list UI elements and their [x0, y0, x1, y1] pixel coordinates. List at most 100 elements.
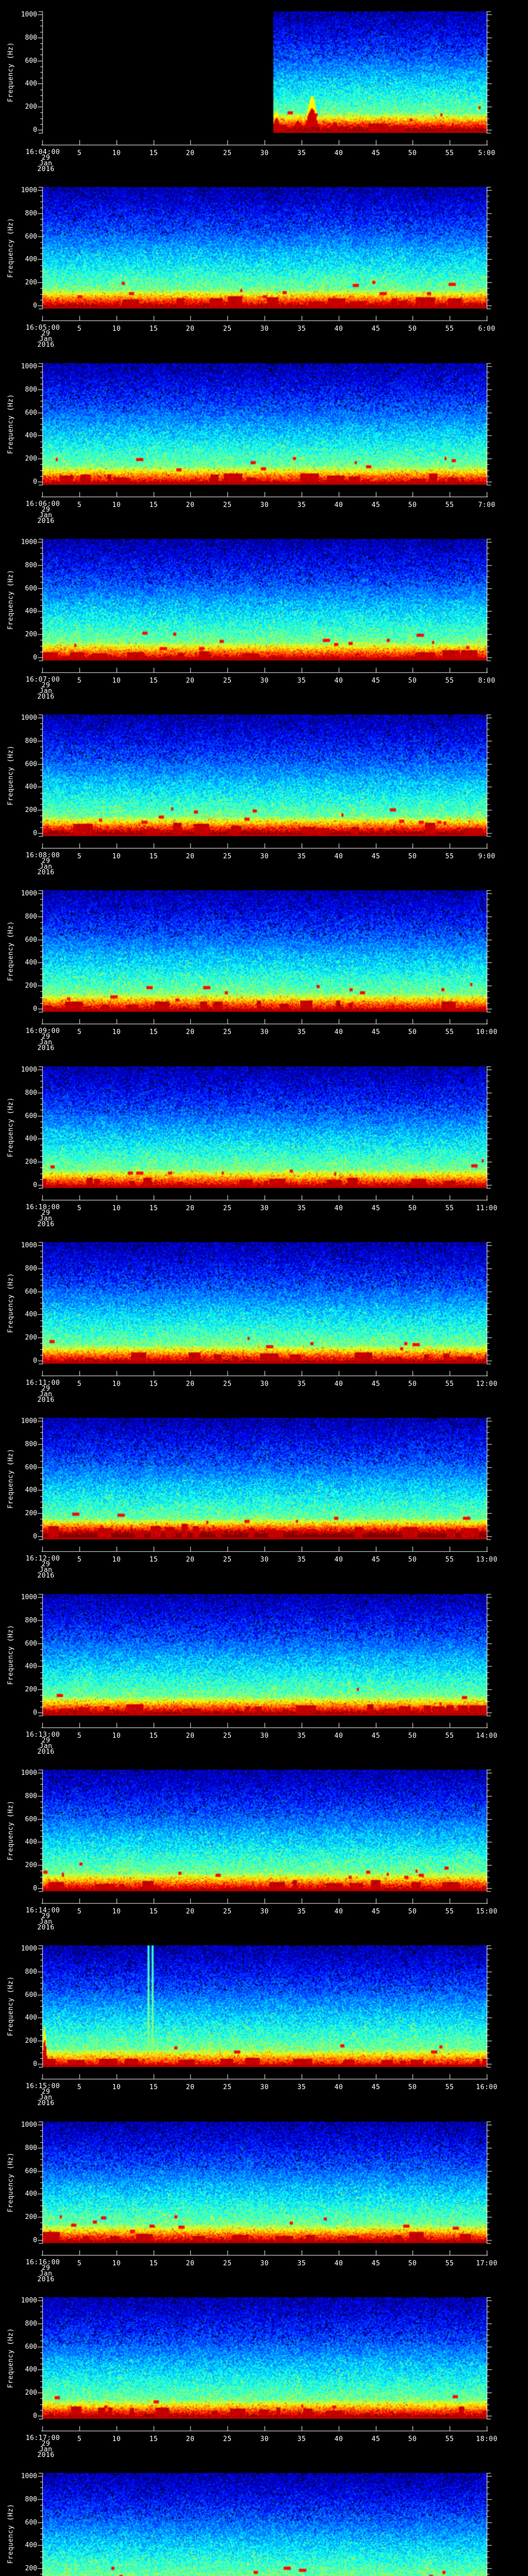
x-tick-label: 5	[77, 1908, 82, 1916]
spectrogram-panel: Frequency (Hz) 16:15:00 29 Jan 2016 16:0…	[0, 1934, 528, 2110]
x-axis-start-label: 16:06:00 29 Jan 2016	[15, 501, 70, 524]
x-tick-label: 25	[223, 325, 232, 333]
y-tick-label: 200	[25, 806, 37, 814]
x-axis-start-label: 16:07:00 29 Jan 2016	[15, 676, 70, 701]
x-tick-label: 35	[297, 2435, 306, 2443]
date-day-label: 29	[41, 506, 51, 514]
x-tick-label: 45	[371, 1556, 381, 1564]
x-tick-label: 10	[112, 853, 121, 860]
spectrogram-panel: Frequency (Hz) 16:12:00 29 Jan 2016 13:0…	[0, 1406, 528, 1582]
x-tick-label: 45	[371, 853, 381, 860]
x-axis-start-label: 16:16:00 29 Jan 2016	[15, 2259, 70, 2283]
date-day-label: 29	[41, 154, 51, 162]
x-tick-label: 25	[223, 1205, 232, 1212]
x-tick-label: 20	[186, 1205, 195, 1212]
spectrogram-canvas	[0, 352, 528, 528]
x-tick-label: 55	[445, 325, 454, 333]
x-tick-label: 50	[408, 677, 417, 685]
x-tick-label: 30	[260, 1556, 269, 1564]
x-tick-label: 10	[112, 2435, 121, 2443]
y-tick-label: 0	[33, 1357, 37, 1365]
y-tick-label: 200	[25, 631, 37, 638]
x-axis-end-label: 14:00	[476, 1732, 498, 1740]
x-tick-label: 40	[334, 1908, 343, 1916]
start-time-label: 16:07:00	[25, 676, 60, 684]
x-tick-label: 20	[186, 2260, 195, 2267]
date-year-label: 2016	[37, 2451, 55, 2459]
y-tick-label: 1000	[21, 2297, 37, 2304]
spectrogram-canvas	[0, 1231, 528, 1406]
y-axis-title: Frequency (Hz)	[7, 921, 15, 981]
date-day-label: 29	[41, 2440, 51, 2448]
x-axis-start-label: 16:14:00 29 Jan 2016	[15, 1907, 70, 1931]
date-year-label: 2016	[37, 1044, 55, 1052]
x-tick-label: 40	[334, 853, 343, 860]
spectrogram-canvas	[0, 2110, 528, 2286]
x-tick-label: 5	[77, 1380, 82, 1388]
y-tick-label: 800	[25, 1968, 37, 1976]
y-tick-label: 200	[25, 1158, 37, 1166]
start-time-label: 16:14:00	[25, 1907, 60, 1914]
x-tick-label: 35	[297, 325, 306, 333]
y-tick-label: 400	[25, 1838, 37, 1846]
x-tick-label: 50	[408, 325, 417, 333]
date-year-label: 2016	[37, 517, 55, 525]
spectrogram-canvas	[0, 1934, 528, 2110]
x-tick-label: 35	[297, 1908, 306, 1916]
date-day-label: 29	[41, 1912, 51, 1920]
y-tick-label: 800	[25, 1265, 37, 1273]
date-year-label: 2016	[37, 1924, 55, 1931]
spectrogram-panel: Frequency (Hz) 16:09:00 29 Jan 2016 10:0…	[0, 879, 528, 1055]
y-tick-label: 600	[25, 760, 37, 768]
spectrogram-canvas	[0, 176, 528, 351]
y-tick-label: 600	[25, 1640, 37, 1648]
x-axis-end-label: 9:00	[478, 853, 496, 860]
x-tick-label: 25	[223, 501, 232, 509]
x-tick-label: 45	[371, 2435, 381, 2443]
x-tick-label: 5	[77, 149, 82, 157]
y-tick-label: 600	[25, 1816, 37, 1823]
x-tick-label: 25	[223, 149, 232, 157]
start-time-label: 16:09:00	[25, 1027, 60, 1035]
x-tick-label: 50	[408, 1380, 417, 1388]
y-tick-label: 400	[25, 959, 37, 967]
date-day-label: 29	[41, 2088, 51, 2096]
x-tick-label: 45	[371, 149, 381, 157]
x-tick-label: 30	[260, 325, 269, 333]
spectrogram-panel: Frequency (Hz) 16:05:00 29 Jan 2016 6:00…	[0, 176, 528, 351]
y-tick-label: 0	[33, 1533, 37, 1540]
x-tick-label: 45	[371, 1205, 381, 1212]
y-axis-title: Frequency (Hz)	[7, 1097, 15, 1158]
x-tick-label: 20	[186, 677, 195, 685]
x-tick-label: 40	[334, 1556, 343, 1564]
x-tick-label: 50	[408, 2435, 417, 2443]
y-tick-label: 600	[25, 2343, 37, 2351]
x-tick-label: 15	[149, 501, 158, 509]
spectrogram-canvas	[0, 1406, 528, 1582]
y-tick-label: 1000	[21, 187, 37, 194]
x-tick-label: 50	[408, 501, 417, 509]
spectrogram-canvas	[0, 1055, 528, 1231]
date-year-label: 2016	[37, 1748, 55, 1756]
x-tick-label: 25	[223, 1380, 232, 1388]
x-axis-start-label: 16:04:00 29 Jan 2016	[15, 149, 70, 173]
x-tick-label: 15	[149, 1732, 158, 1740]
x-tick-label: 35	[297, 149, 306, 157]
spectrogram-panel: Frequency (Hz) 16:14:00 29 Jan 2016 15:0…	[0, 1758, 528, 1934]
x-axis-end-label: 10:00	[476, 1028, 498, 1036]
x-tick-label: 45	[371, 325, 381, 333]
x-tick-label: 45	[371, 1380, 381, 1388]
spectrogram-canvas	[0, 879, 528, 1055]
x-tick-label: 15	[149, 1908, 158, 1916]
date-year-label: 2016	[37, 693, 55, 701]
x-tick-label: 15	[149, 677, 158, 685]
date-year-label: 2016	[37, 1221, 55, 1228]
y-tick-label: 1000	[21, 1242, 37, 1249]
x-tick-label: 40	[334, 2260, 343, 2267]
x-tick-label: 40	[334, 2083, 343, 2091]
x-tick-label: 10	[112, 1732, 121, 1740]
date-year-label: 2016	[37, 1396, 55, 1404]
x-tick-label: 15	[149, 325, 158, 333]
y-tick-label: 0	[33, 126, 37, 134]
